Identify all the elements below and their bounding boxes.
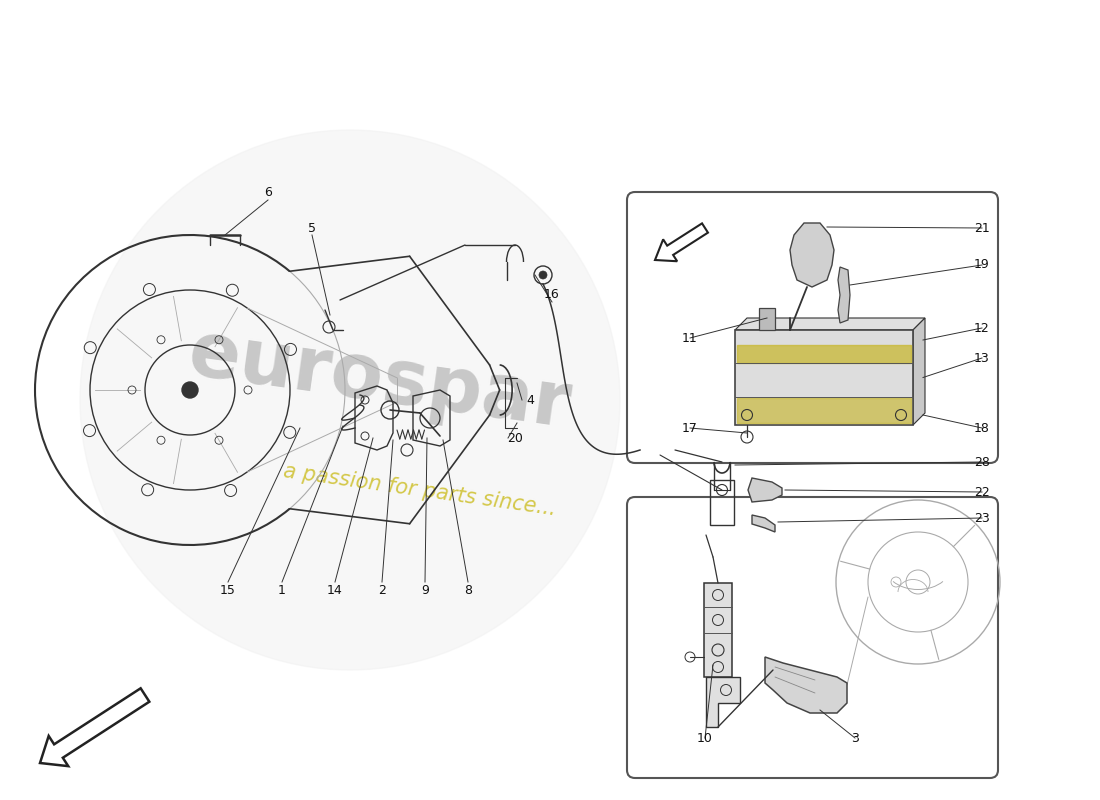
Text: 13: 13 <box>975 351 990 365</box>
Text: 12: 12 <box>975 322 990 334</box>
Text: 23: 23 <box>975 511 990 525</box>
FancyBboxPatch shape <box>627 192 998 463</box>
FancyArrow shape <box>40 688 150 766</box>
Polygon shape <box>790 223 834 287</box>
Text: 1: 1 <box>278 583 286 597</box>
Text: 5: 5 <box>308 222 316 234</box>
FancyBboxPatch shape <box>627 497 998 778</box>
Polygon shape <box>752 515 776 532</box>
Bar <box>759 308 775 330</box>
Polygon shape <box>704 583 732 677</box>
Polygon shape <box>764 657 847 713</box>
Text: 22: 22 <box>975 486 990 498</box>
Text: 16: 16 <box>544 289 560 302</box>
Text: 15: 15 <box>220 583 235 597</box>
Text: 14: 14 <box>327 583 343 597</box>
Text: 9: 9 <box>421 583 429 597</box>
Polygon shape <box>706 677 740 727</box>
Text: 19: 19 <box>975 258 990 271</box>
Bar <box>735 330 913 425</box>
FancyArrow shape <box>654 223 708 262</box>
Text: 11: 11 <box>682 331 697 345</box>
Text: a passion for parts since...: a passion for parts since... <box>283 461 558 519</box>
Text: 2: 2 <box>378 583 386 597</box>
Bar <box>737 345 911 363</box>
Circle shape <box>182 382 198 398</box>
Text: 6: 6 <box>264 186 272 198</box>
Polygon shape <box>838 267 850 323</box>
Text: 3: 3 <box>851 731 859 745</box>
Text: 10: 10 <box>697 731 713 745</box>
Circle shape <box>80 130 620 670</box>
Polygon shape <box>748 478 782 502</box>
Polygon shape <box>735 318 925 330</box>
Text: 20: 20 <box>507 431 522 445</box>
Text: eurospar: eurospar <box>184 317 576 443</box>
Text: 8: 8 <box>464 583 472 597</box>
Text: 4: 4 <box>526 394 534 406</box>
Text: 17: 17 <box>682 422 697 434</box>
Circle shape <box>539 271 547 279</box>
Text: 18: 18 <box>975 422 990 434</box>
Text: 21: 21 <box>975 222 990 234</box>
Bar <box>737 398 911 423</box>
Text: 28: 28 <box>975 455 990 469</box>
Polygon shape <box>913 318 925 425</box>
